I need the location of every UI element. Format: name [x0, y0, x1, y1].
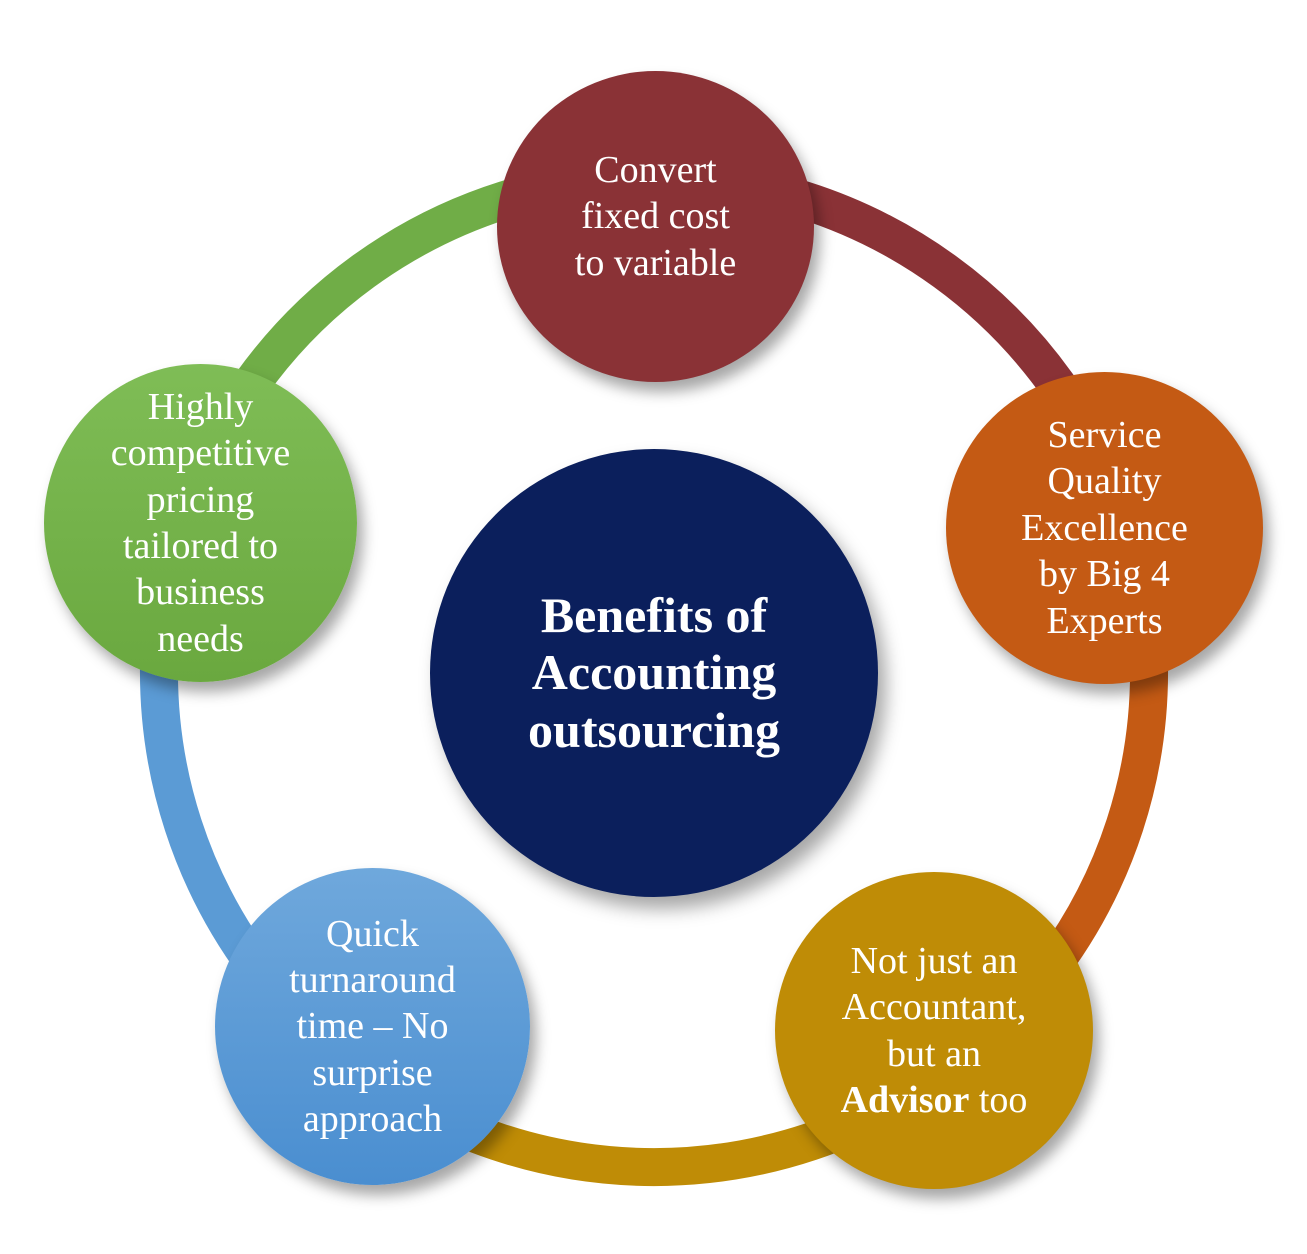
benefit-node-advisor: Not just an Accountant, but an Advisor t… [775, 872, 1093, 1189]
label-emphasis: Advisor [840, 1078, 970, 1121]
title-line: Benefits of [540, 586, 768, 643]
benefit-label-convert-cost: Convert fixed cost to variable [575, 147, 736, 306]
label-line: needs [157, 617, 244, 660]
label-line: Accountant, [841, 986, 1027, 1029]
label-line: business [136, 571, 265, 614]
label-line: Excellence [1021, 506, 1188, 549]
benefit-node-competitive-pricing: Highly competitive pricing tailored to b… [44, 364, 357, 682]
label-line: Experts [1046, 599, 1163, 642]
label-line: tailored to [122, 525, 279, 567]
title-line: Accounting [531, 644, 777, 701]
label-line: Service [1047, 414, 1162, 457]
label-line: Convert [594, 148, 717, 191]
benefit-label-service-quality: Service Quality Excellence by Big 4 Expe… [1021, 412, 1188, 644]
benefit-node-convert-cost: Convert fixed cost to variable [497, 71, 814, 382]
benefit-node-quick-turnaround: Quick turnaround time – No surprise appr… [215, 868, 530, 1185]
label-line: Quick [326, 912, 419, 955]
label-line: pricing [146, 478, 255, 521]
benefit-node-service-quality: Service Quality Excellence by Big 4 Expe… [946, 372, 1263, 684]
benefit-label-advisor: Not just an Accountant, but an Advisor t… [841, 938, 1028, 1123]
center-title-node: Benefits of Accounting outsourcing [430, 449, 878, 897]
label-line: fixed cost [581, 195, 730, 238]
label-line: competitive [110, 432, 291, 475]
label-line: but an [887, 1032, 981, 1075]
label-tail: too [969, 1078, 1028, 1121]
label-line: Highly [147, 385, 254, 428]
label-line: to variable [574, 241, 737, 284]
label-line: turnaround [289, 958, 456, 1001]
label-line: Not just an [850, 939, 1018, 982]
label-line: surprise [312, 1051, 433, 1094]
title-line: outsourcing [528, 701, 780, 758]
label-line: Advisor too [841, 1077, 1028, 1123]
benefit-label-quick-turnaround: Quick turnaround time – No surprise appr… [289, 911, 456, 1143]
benefit-label-competitive-pricing: Highly competitive pricing tailored to b… [111, 384, 290, 662]
label-line: time – No [296, 1005, 449, 1048]
label-line: approach [302, 1098, 443, 1141]
center-title: Benefits of Accounting outsourcing [528, 587, 780, 760]
label-line: by Big 4 [1039, 553, 1170, 596]
label-line: Quality [1047, 460, 1162, 503]
